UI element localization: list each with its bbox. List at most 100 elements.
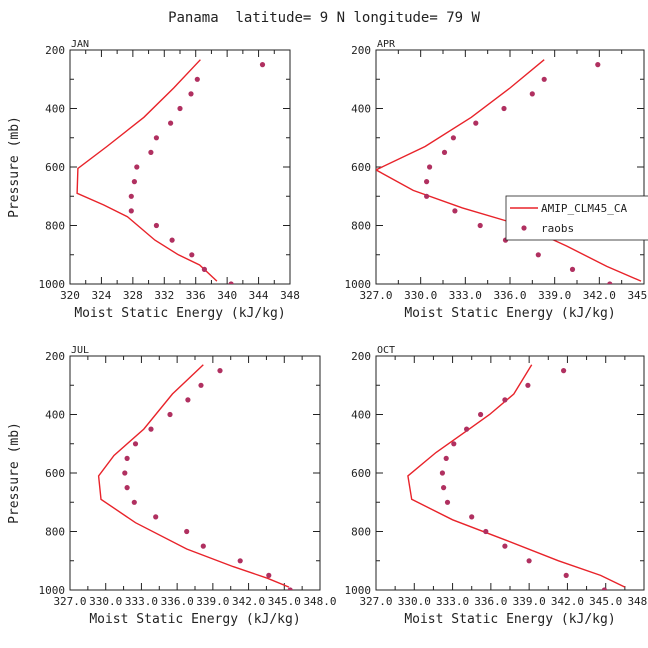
- y-tick-label: 400: [45, 103, 65, 116]
- panel-title: JUL: [71, 345, 89, 356]
- x-tick-label: 342.0: [551, 595, 584, 608]
- x-tick-label: 345.0: [589, 595, 622, 608]
- model-line: [76, 59, 218, 282]
- raobs-point: [217, 368, 223, 374]
- raobs-point: [443, 455, 449, 461]
- raobs-point: [266, 572, 272, 579]
- raobs-point: [148, 426, 154, 432]
- data-layer: [76, 59, 266, 284]
- raobs-point: [444, 499, 451, 505]
- legend-label-obs: raobs: [541, 222, 574, 235]
- raobs-point: [201, 266, 207, 272]
- raobs-point: [122, 470, 128, 476]
- raobs-point: [153, 135, 159, 141]
- raobs-point: [595, 62, 601, 68]
- raobs-point: [185, 397, 191, 403]
- raobs-point: [128, 193, 134, 199]
- panel-title: OCT: [377, 345, 395, 356]
- raobs-point: [607, 281, 613, 284]
- data-layer: [97, 364, 293, 590]
- x-axis-label: Moist Static Energy (kJ/kg): [404, 612, 615, 627]
- raobs-point: [529, 91, 535, 97]
- x-tick-label: 336: [186, 289, 206, 302]
- y-tick-label: 600: [45, 467, 65, 480]
- y-tick-label: 800: [45, 526, 65, 539]
- raobs-point: [526, 558, 532, 564]
- legend-label-model: AMIP_CLM45_CA: [541, 202, 627, 215]
- raobs-point: [424, 193, 430, 199]
- x-tick-label: 339.0: [196, 595, 229, 608]
- x-tick-label: 333.0: [449, 289, 482, 302]
- raobs-point: [477, 222, 483, 229]
- raobs-point: [427, 164, 433, 170]
- raobs-point: [177, 105, 183, 112]
- raobs-point: [124, 485, 130, 491]
- x-tick-label: 333.0: [125, 595, 158, 608]
- raobs-point: [131, 499, 137, 505]
- raobs-point: [198, 382, 204, 388]
- y-tick-label: 400: [45, 409, 65, 422]
- y-tick-label: 200: [351, 44, 371, 57]
- plot-frame: [375, 355, 645, 591]
- x-axis-label: Moist Static Energy (kJ/kg): [89, 612, 300, 627]
- y-tick-label: 600: [45, 161, 65, 174]
- y-tick-label: 400: [351, 409, 371, 422]
- x-tick-label: 344: [249, 289, 269, 302]
- x-tick-label: 336.0: [161, 595, 194, 608]
- x-tick-label: 345.0: [627, 289, 648, 302]
- raobs-point: [451, 441, 457, 447]
- raobs-point: [561, 368, 567, 374]
- raobs-point: [132, 441, 139, 447]
- x-tick-label: 348: [280, 289, 300, 302]
- x-tick-label: 340: [217, 289, 237, 302]
- plot-frame: [69, 355, 321, 591]
- raobs-point: [200, 543, 206, 549]
- x-tick-label: 348.0: [627, 595, 648, 608]
- x-tick-label: 324: [91, 289, 111, 302]
- raobs-point: [153, 514, 159, 520]
- raobs-point: [148, 149, 154, 155]
- raobs-point: [424, 179, 430, 185]
- x-tick-label: 336.0: [493, 289, 526, 302]
- raobs-point: [287, 587, 293, 590]
- x-tick-label: 327.0: [359, 289, 392, 302]
- raobs-point: [184, 528, 190, 535]
- raobs-point: [134, 164, 140, 170]
- panel-jan: 320 324 328 332 336 340 344 348 200 400 600 800 1000…: [7, 39, 300, 321]
- panel-title: APR: [377, 39, 396, 50]
- y-tick-label: 200: [45, 350, 65, 363]
- y-tick-label: 600: [351, 467, 371, 480]
- raobs-point: [194, 76, 200, 82]
- raobs-point: [464, 426, 470, 432]
- raobs-point: [259, 62, 266, 68]
- x-tick-label: 327.0: [359, 595, 392, 608]
- raobs-point: [441, 149, 448, 155]
- x-tick-label: 330.0: [398, 595, 431, 608]
- y-tick-label: 800: [45, 220, 65, 233]
- raobs-point: [168, 120, 174, 126]
- raobs-point: [131, 179, 137, 185]
- x-tick-label: 330.0: [404, 289, 437, 302]
- model-line: [376, 59, 642, 282]
- raobs-point: [563, 572, 569, 579]
- raobs-point: [541, 76, 547, 82]
- x-tick-label: 333.0: [436, 595, 469, 608]
- y-axis-label: Pressure (mb): [7, 422, 22, 524]
- y-tick-label: 1000: [39, 584, 66, 597]
- x-tick-label: 342.0: [583, 289, 616, 302]
- raobs-point: [483, 528, 489, 535]
- raobs-point: [153, 222, 159, 229]
- y-tick-label: 200: [45, 44, 65, 57]
- data-layer: [376, 59, 642, 284]
- raobs-point: [450, 135, 456, 141]
- raobs-point: [237, 558, 243, 564]
- y-tick-label: 1000: [345, 584, 372, 597]
- x-tick-label: 320: [60, 289, 80, 302]
- x-axis-label: Moist Static Energy (kJ/kg): [404, 306, 615, 321]
- y-tick-label: 800: [351, 220, 371, 233]
- raobs-point: [439, 470, 445, 476]
- raobs-point: [128, 208, 134, 214]
- x-axis-label: Moist Static Energy (kJ/kg): [74, 306, 285, 321]
- model-line: [97, 364, 290, 588]
